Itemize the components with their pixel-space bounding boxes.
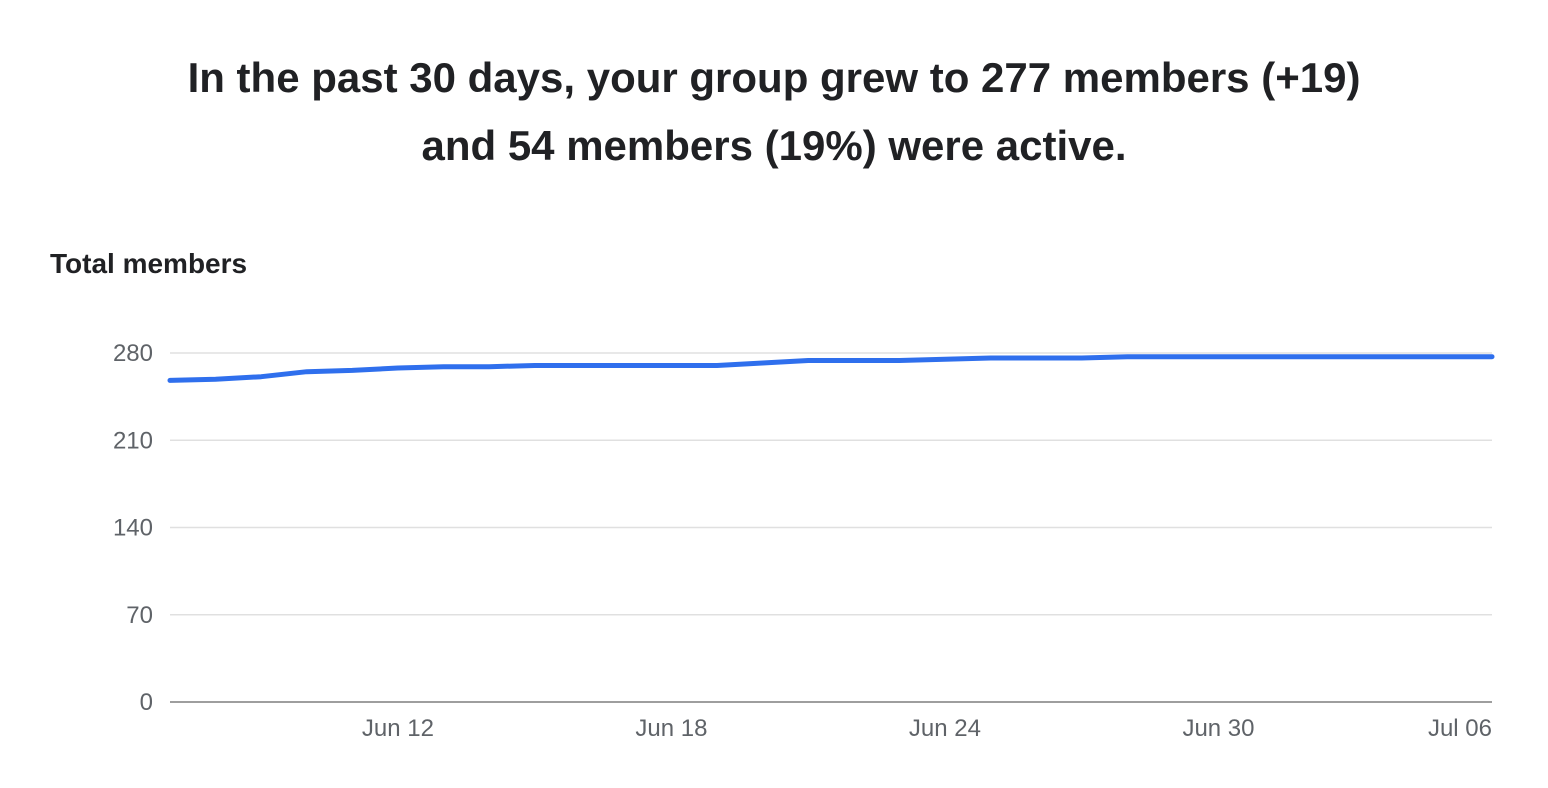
series-layer xyxy=(167,354,1495,383)
x-tick-label: Jun 12 xyxy=(362,715,434,742)
chart-title: Total members xyxy=(50,248,248,279)
summary-line-1: In the past 30 days, your group grew to … xyxy=(187,54,1361,101)
series-line-total-members xyxy=(167,354,1495,383)
y-tick-label: 140 xyxy=(113,515,153,542)
y-tick-labels: 0 70 140 210 280 xyxy=(113,340,153,716)
summary-headline: In the past 30 days, your group grew to … xyxy=(0,44,1548,180)
y-tick-label: 0 xyxy=(140,689,153,716)
x-tick-labels: Jun 12 Jun 18 Jun 24 Jun 30 Jul 06 xyxy=(362,715,1492,742)
y-tick-label: 280 xyxy=(113,340,153,367)
x-tick-label: Jun 24 xyxy=(909,715,981,742)
x-tick-label: Jun 30 xyxy=(1182,715,1254,742)
y-tick-label: 70 xyxy=(126,602,153,629)
summary-line-2: and 54 members (19%) were active. xyxy=(421,122,1127,169)
grid-lines xyxy=(170,352,1492,616)
x-tick-label: Jul 06 xyxy=(1428,715,1492,742)
y-tick-label: 210 xyxy=(113,427,153,454)
x-tick-label: Jun 18 xyxy=(635,715,707,742)
